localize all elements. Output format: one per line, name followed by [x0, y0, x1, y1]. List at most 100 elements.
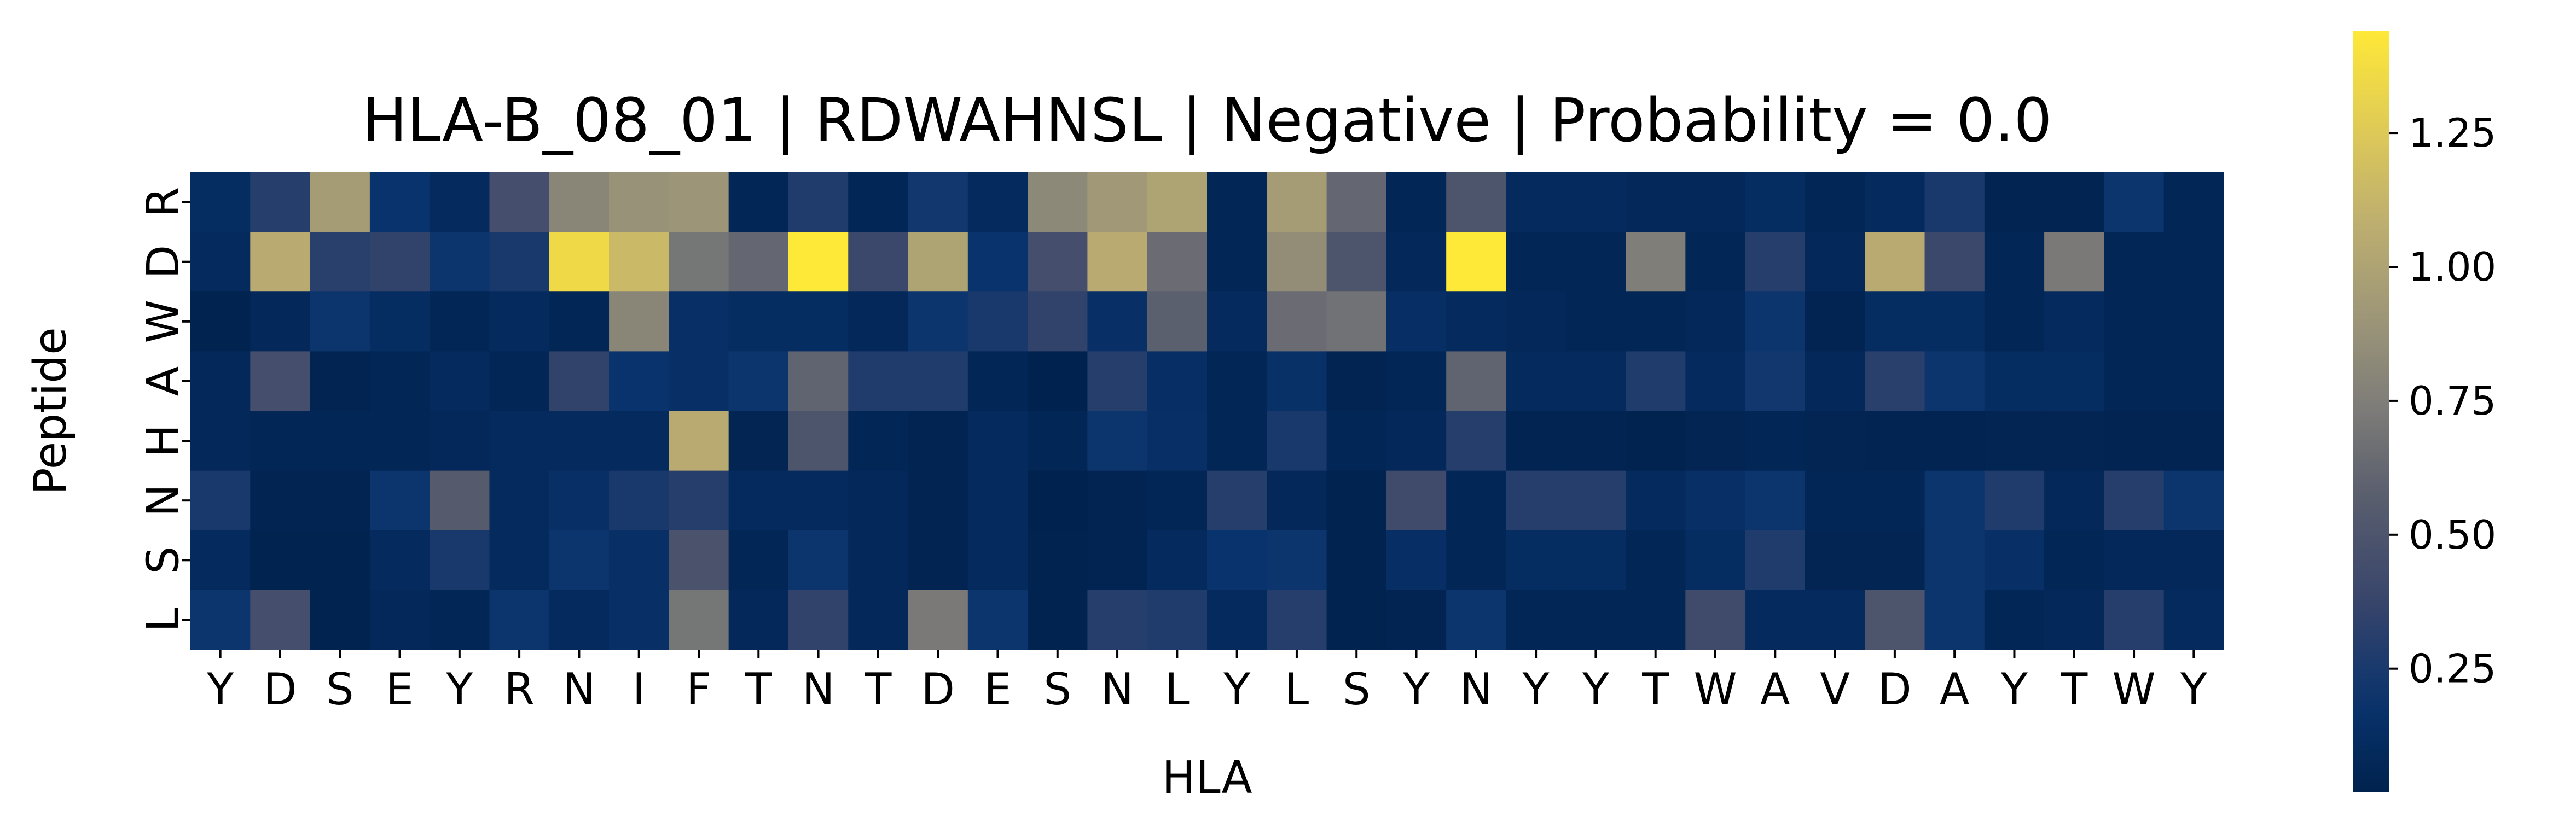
- heatmap-cell: [728, 232, 789, 292]
- heatmap-cells: [190, 172, 2224, 650]
- heatmap-cell: [1506, 470, 1567, 531]
- heatmap-cell: [1805, 470, 1865, 531]
- heatmap-cell: [250, 351, 311, 412]
- heatmap-cell: [1626, 232, 1686, 292]
- x-tick-label: T: [1641, 664, 1669, 715]
- heatmap-cell: [1028, 291, 1088, 352]
- heatmap-cell: [430, 411, 490, 471]
- heatmap-cell: [1924, 590, 1985, 650]
- heatmap-cell: [2104, 291, 2165, 352]
- y-tick-label: W: [138, 300, 189, 343]
- heatmap-cell: [430, 351, 490, 412]
- heatmap-cell: [1745, 411, 1806, 471]
- heatmap-cell: [549, 291, 610, 352]
- x-tick-label: Y: [2180, 664, 2208, 715]
- heatmap-cell: [848, 530, 909, 591]
- heatmap-cell: [430, 530, 490, 591]
- heatmap-cell: [1326, 291, 1387, 352]
- heatmap-cell: [2044, 232, 2105, 292]
- heatmap-cell: [2044, 351, 2105, 412]
- heatmap-cell: [1446, 172, 1507, 232]
- heatmap-cell: [489, 291, 550, 352]
- heatmap-cell: [310, 291, 370, 352]
- heatmap-cell: [1207, 470, 1267, 531]
- heatmap-cell: [369, 470, 430, 531]
- heatmap-cell: [1446, 291, 1507, 352]
- heatmap-cell: [1267, 232, 1327, 292]
- heatmap-cell: [669, 172, 729, 232]
- heatmap-cell: [1865, 351, 1925, 412]
- heatmap-cell: [1865, 590, 1925, 650]
- heatmap-cell: [1386, 411, 1447, 471]
- heatmap-cell: [669, 232, 729, 292]
- heatmap-cell: [1326, 411, 1387, 471]
- colorbar-tick-label: 0.75: [2409, 378, 2496, 424]
- x-tick-label: Y: [1402, 664, 1430, 715]
- heatmap-cell: [1745, 172, 1806, 232]
- heatmap-cell: [1865, 172, 1925, 232]
- heatmap-cell: [728, 291, 789, 352]
- heatmap-cell: [1446, 470, 1507, 531]
- heatmap-cell: [848, 590, 909, 650]
- heatmap-cell: [1028, 232, 1088, 292]
- heatmap-cell: [2104, 351, 2165, 412]
- heatmap-cell: [190, 530, 251, 591]
- x-axis-label: HLA: [1162, 752, 1252, 804]
- colorbar-ticks: 0.25 0.50 0.75 1.00 1.25: [2389, 110, 2496, 692]
- heatmap-cell: [1924, 351, 1985, 412]
- heatmap-cell: [1267, 291, 1327, 352]
- heatmap-cell: [1028, 470, 1088, 531]
- heatmap-cell: [1924, 232, 1985, 292]
- heatmap-cell: [848, 351, 909, 412]
- x-tick-label: L: [1285, 664, 1309, 715]
- heatmap-cell: [1626, 172, 1686, 232]
- heatmap-cell: [788, 411, 849, 471]
- heatmap-cell: [250, 590, 311, 650]
- heatmap-cell: [967, 172, 1028, 232]
- heatmap-cell: [1865, 411, 1925, 471]
- heatmap-cell: [369, 232, 430, 292]
- heatmap-cell: [1565, 291, 1626, 352]
- x-tick-label: W: [1693, 664, 1737, 715]
- heatmap-cell: [1506, 590, 1567, 650]
- x-tick-label: F: [686, 664, 711, 715]
- heatmap-cell: [2104, 470, 2165, 531]
- heatmap-cell: [669, 470, 729, 531]
- heatmap-cell: [1924, 470, 1985, 531]
- heatmap-cell: [1087, 351, 1148, 412]
- heatmap-cell: [430, 470, 490, 531]
- x-tick-label: T: [864, 664, 892, 715]
- heatmap-cell: [2044, 530, 2105, 591]
- heatmap-cell: [1565, 172, 1626, 232]
- heatmap-cell: [2104, 232, 2165, 292]
- heatmap-cell: [1984, 172, 2045, 232]
- x-tick-label: N: [802, 664, 835, 715]
- heatmap-cell: [1805, 172, 1865, 232]
- heatmap-cell: [1565, 351, 1626, 412]
- chart-title: HLA-B_08_01 | RDWAHNSL | Negative | Prob…: [362, 85, 2052, 156]
- heatmap-cell: [1446, 530, 1507, 591]
- heatmap-cell: [1147, 351, 1208, 412]
- heatmap-cell: [1924, 411, 1985, 471]
- x-tick-label: S: [326, 664, 354, 715]
- heatmap-cell: [1267, 530, 1327, 591]
- heatmap-cell: [728, 411, 789, 471]
- heatmap-cell: [788, 530, 849, 591]
- x-tick-label: Y: [206, 664, 234, 715]
- y-axis-label: Peptide: [25, 327, 77, 494]
- heatmap-cell: [1506, 172, 1567, 232]
- heatmap-cell: [967, 530, 1028, 591]
- heatmap-cell: [967, 351, 1028, 412]
- heatmap-cell: [1207, 590, 1267, 650]
- x-tick-label: Y: [2000, 664, 2028, 715]
- heatmap-cell: [1685, 232, 1746, 292]
- colorbar-tick-label: 1.00: [2409, 244, 2496, 290]
- heatmap-cell: [1028, 411, 1088, 471]
- heatmap-cell: [1745, 470, 1806, 531]
- heatmap-cell: [1446, 351, 1507, 412]
- heatmap-cell: [908, 351, 968, 412]
- heatmap-cell: [1207, 291, 1267, 352]
- heatmap-cell: [369, 530, 430, 591]
- x-tick-label: T: [745, 664, 773, 715]
- heatmap-cell: [1147, 172, 1208, 232]
